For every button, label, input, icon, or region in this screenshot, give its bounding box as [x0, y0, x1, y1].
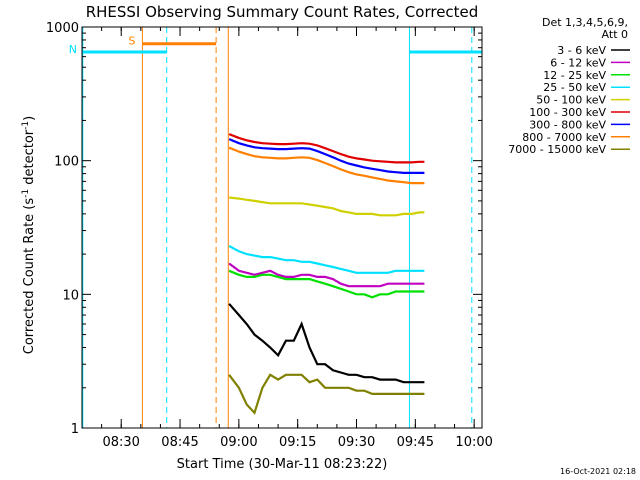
chart-title: RHESSI Observing Summary Count Rates, Co… [86, 3, 479, 21]
x-axis-label: Start Time (30-Mar-11 08:23:22) [177, 457, 388, 472]
x-tick-label: 09:15 [279, 435, 316, 450]
legend-label-3: 25 - 50 keV [543, 81, 606, 94]
legend-header-line-2: Att 0 [602, 28, 628, 41]
y-tick-label: 10 [62, 288, 79, 303]
legend-label-8: 7000 - 15000 keV [508, 143, 606, 156]
legend-label-2: 12 - 25 keV [543, 69, 606, 82]
flag-label-1: N [69, 43, 77, 56]
tick-labels: 1 10 100 1000 08:30 08:45 09:00 09:15 09:30 09:45… [46, 21, 493, 450]
axes [81, 26, 483, 429]
flag-bars: SN [69, 35, 482, 56]
series-line-2 [228, 269, 425, 299]
series-line-6 [228, 138, 425, 174]
series-line-4 [228, 196, 425, 217]
x-tick-label: 08:45 [161, 435, 198, 450]
series-line-8 [228, 373, 425, 415]
x-tick-label: 08:30 [102, 435, 139, 450]
footer-timestamp: 16-Oct-2021 02:18 [560, 467, 636, 476]
flag-label-0: S [128, 35, 135, 48]
y-tick-label: 100 [54, 155, 79, 170]
x-tick-label: 10:00 [455, 435, 492, 450]
marker-layer [82, 27, 473, 428]
legend-label-7: 800 - 7000 keV [522, 131, 606, 144]
y-tick-label: 1000 [46, 21, 79, 36]
legend-label-5: 100 - 300 keV [529, 106, 606, 119]
legend-label-1: 6 - 12 keV [550, 56, 606, 69]
series-line-5 [228, 133, 425, 164]
series-layer [228, 133, 425, 415]
legend-label-6: 300 - 800 keV [529, 118, 606, 131]
series-line-1 [228, 262, 425, 288]
legend-label-4: 50 - 100 keV [536, 94, 606, 107]
y-axis-label: Corrected Count Rate (s-1 detector-1) [21, 116, 37, 354]
x-tick-label: 09:00 [220, 435, 257, 450]
x-tick-label: 09:30 [338, 435, 375, 450]
plot-frame [81, 26, 483, 429]
series-line-0 [228, 303, 425, 384]
series-line-3 [228, 245, 425, 274]
x-tick-label: 09:45 [397, 435, 434, 450]
series-line-7 [228, 146, 425, 185]
legend-label-0: 3 - 6 keV [557, 44, 606, 57]
y-tick-label: 1 [71, 422, 79, 437]
legend-header-line-1: Det 1,3,4,5,6,9, [542, 16, 628, 29]
